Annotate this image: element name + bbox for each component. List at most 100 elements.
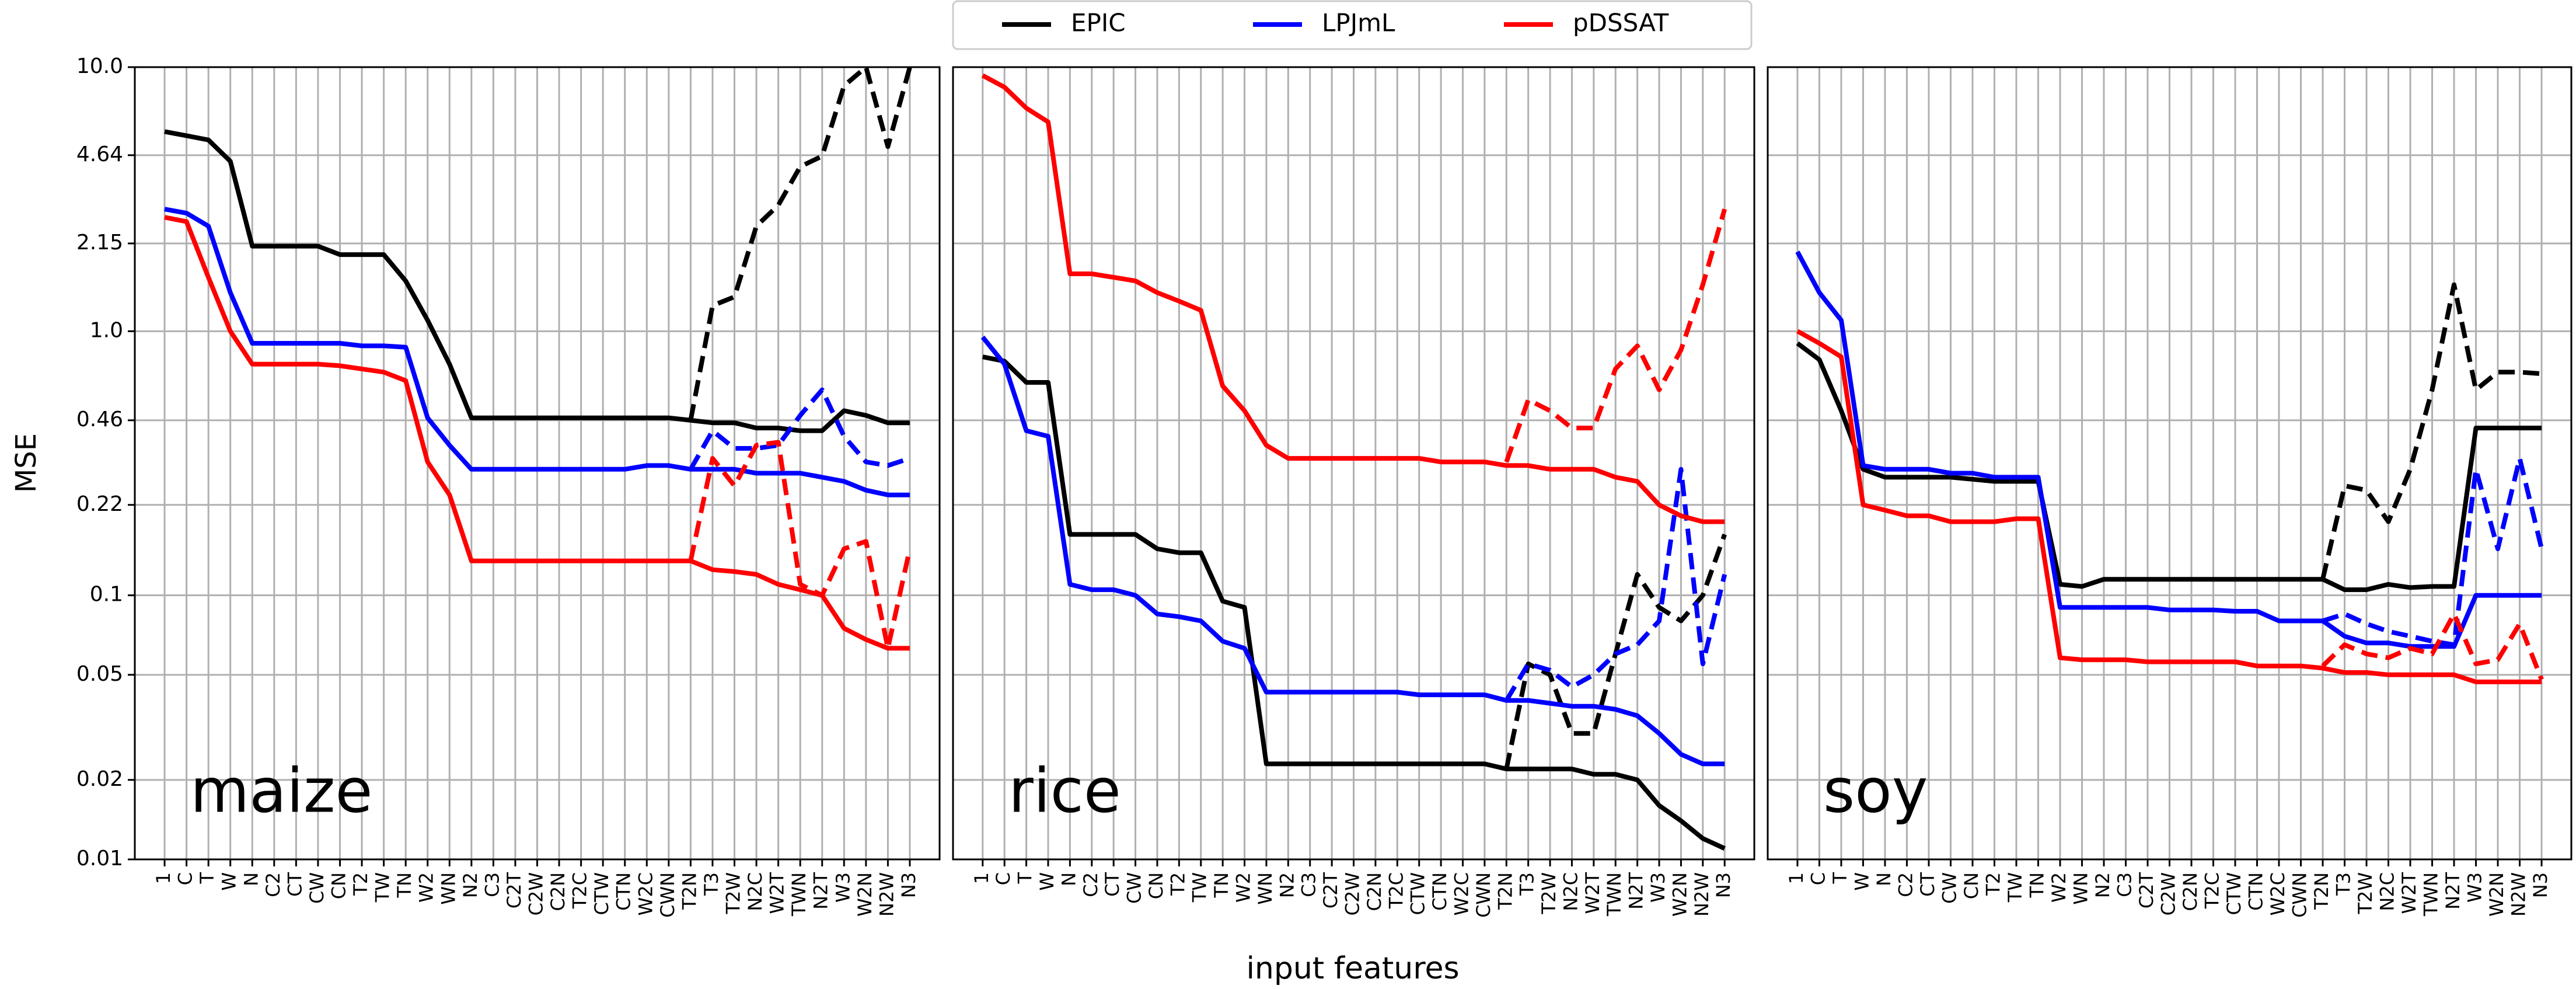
x-tick-label: W2 (2048, 872, 2070, 903)
x-tick-label: N2T (1625, 872, 1647, 910)
x-tick-label: W2T (1582, 872, 1604, 914)
x-tick-label: W2N (1669, 872, 1691, 917)
x-tick-label: TW (2004, 872, 2026, 903)
line (982, 354, 1726, 851)
x-tick-label: T2C (569, 872, 591, 909)
line (164, 207, 910, 497)
legend-label: LPJmL (1322, 9, 1395, 37)
x-tick-label: T2W (1538, 872, 1560, 915)
plot-frame (134, 66, 941, 861)
x-tick-label: N2T (810, 872, 832, 910)
x-tick-label: WN (2069, 872, 2092, 905)
x-tick-label: C2 (1894, 872, 1917, 897)
x-tick-label: CWN (2289, 872, 2311, 918)
x-tick-label: W2 (1233, 872, 1255, 903)
y-tick-label: 0.01 (76, 847, 123, 870)
x-tick-label: TWN (1603, 872, 1625, 917)
x-tick-label: N3 (2529, 872, 2551, 898)
x-tick-label: N2W (2508, 872, 2530, 917)
x-tick-label: CTN (2245, 872, 2267, 911)
y-tick-label: 10.0 (76, 54, 123, 78)
x-tick-label: N2W (1691, 872, 1713, 917)
x-tick-label: T2W (2354, 872, 2376, 915)
x-tick-label: TWN (2420, 872, 2442, 917)
x-tick-label: C3 (481, 872, 503, 897)
plot-frame (952, 66, 1755, 861)
x-tick-label: W2N (854, 872, 876, 917)
x-tick-label: CWN (657, 872, 679, 918)
x-tick-label: T (196, 872, 218, 884)
x-tick-label: N3 (898, 872, 920, 898)
y-tick-label: 0.05 (76, 662, 123, 686)
x-tick-label: N2 (2092, 872, 2114, 898)
x-tick-label: 1 (971, 872, 993, 884)
x-tick-label: W (1851, 872, 1873, 891)
y-tick-label: 4.64 (76, 142, 123, 166)
dashed-line (688, 387, 911, 471)
x-tick-label: T (1014, 872, 1036, 884)
x-tick-label: CT (1101, 872, 1123, 897)
x-tick-label: CW (306, 872, 328, 904)
x-tick-label: N2 (459, 872, 481, 898)
x-tick-label: C2N (2179, 872, 2201, 911)
x-tick-label: T2C (2201, 872, 2224, 909)
x-tick-label: T3 (1516, 872, 1538, 896)
x-tick-label: WN (1254, 872, 1276, 905)
line (164, 215, 910, 651)
legend-label: EPIC (1071, 9, 1126, 37)
x-tick-label: C2T (1320, 872, 1342, 909)
x-tick-label: TW (1189, 872, 1211, 903)
x-tick-label: N (240, 872, 262, 886)
x-tick-label: C (174, 872, 197, 885)
x-tick-label: N2C (1559, 872, 1582, 911)
x-tick-label: W2C (1450, 872, 1472, 915)
legend-box (952, 0, 1753, 50)
line (1796, 341, 2542, 593)
x-tick-label: T2W (722, 872, 745, 915)
dashed-line (688, 440, 912, 651)
y-tick-label: 0.02 (76, 767, 123, 791)
x-tick-label: T2C (1385, 872, 1407, 909)
x-tick-label: C2T (2135, 872, 2158, 909)
x-tick-label: C (1807, 872, 1829, 885)
x-tick-label: N2C (2376, 872, 2399, 911)
y-tick-label: 2.15 (76, 231, 123, 255)
x-tick-label: N (1873, 872, 1895, 886)
x-tick-label: CN (1960, 872, 1982, 899)
x-tick-label: C2W (1342, 872, 1364, 915)
x-tick-label: W2C (634, 872, 657, 915)
x-tick-label: C3 (1298, 872, 1320, 897)
legend-label: pDSSAT (1573, 9, 1669, 37)
x-tick-label: T2 (350, 872, 372, 896)
x-tick-label: TN (2026, 872, 2048, 898)
x-tick-label: T3 (700, 872, 722, 896)
x-axis-label: input features (1246, 951, 1459, 986)
x-tick-label: W3 (2464, 872, 2486, 903)
x-tick-label: CTW (591, 872, 613, 915)
x-tick-label: C2W (2158, 872, 2180, 915)
x-tick-label: T (1829, 872, 1851, 884)
x-tick-label: TWN (788, 872, 810, 917)
x-tick-label: C2 (1080, 872, 1102, 897)
x-tick-label: 1 (1785, 872, 1807, 884)
x-tick-label: C2T (503, 872, 525, 909)
dashed-line (1504, 466, 1727, 702)
x-tick-label: W2C (2267, 872, 2289, 915)
x-tick-label: N2C (744, 872, 766, 911)
x-tick-label: CW (1123, 872, 1146, 904)
x-tick-label: C (992, 872, 1014, 885)
x-tick-label: C3 (2113, 872, 2135, 897)
x-tick-label: T2 (1982, 872, 2004, 896)
panel-label: soy (1823, 755, 1928, 826)
y-tick-label: 0.22 (76, 492, 123, 516)
x-tick-label: T2 (1167, 872, 1189, 896)
panel-label: rice (1008, 755, 1121, 826)
x-tick-label: W2 (416, 872, 438, 903)
x-tick-label: CW (1938, 872, 1960, 904)
y-axis-label: MSE (10, 433, 43, 493)
x-tick-label: TW (372, 872, 394, 903)
x-tick-label: 1 (152, 872, 174, 884)
dashed-line (1504, 208, 1727, 463)
x-tick-label: WN (437, 872, 459, 905)
